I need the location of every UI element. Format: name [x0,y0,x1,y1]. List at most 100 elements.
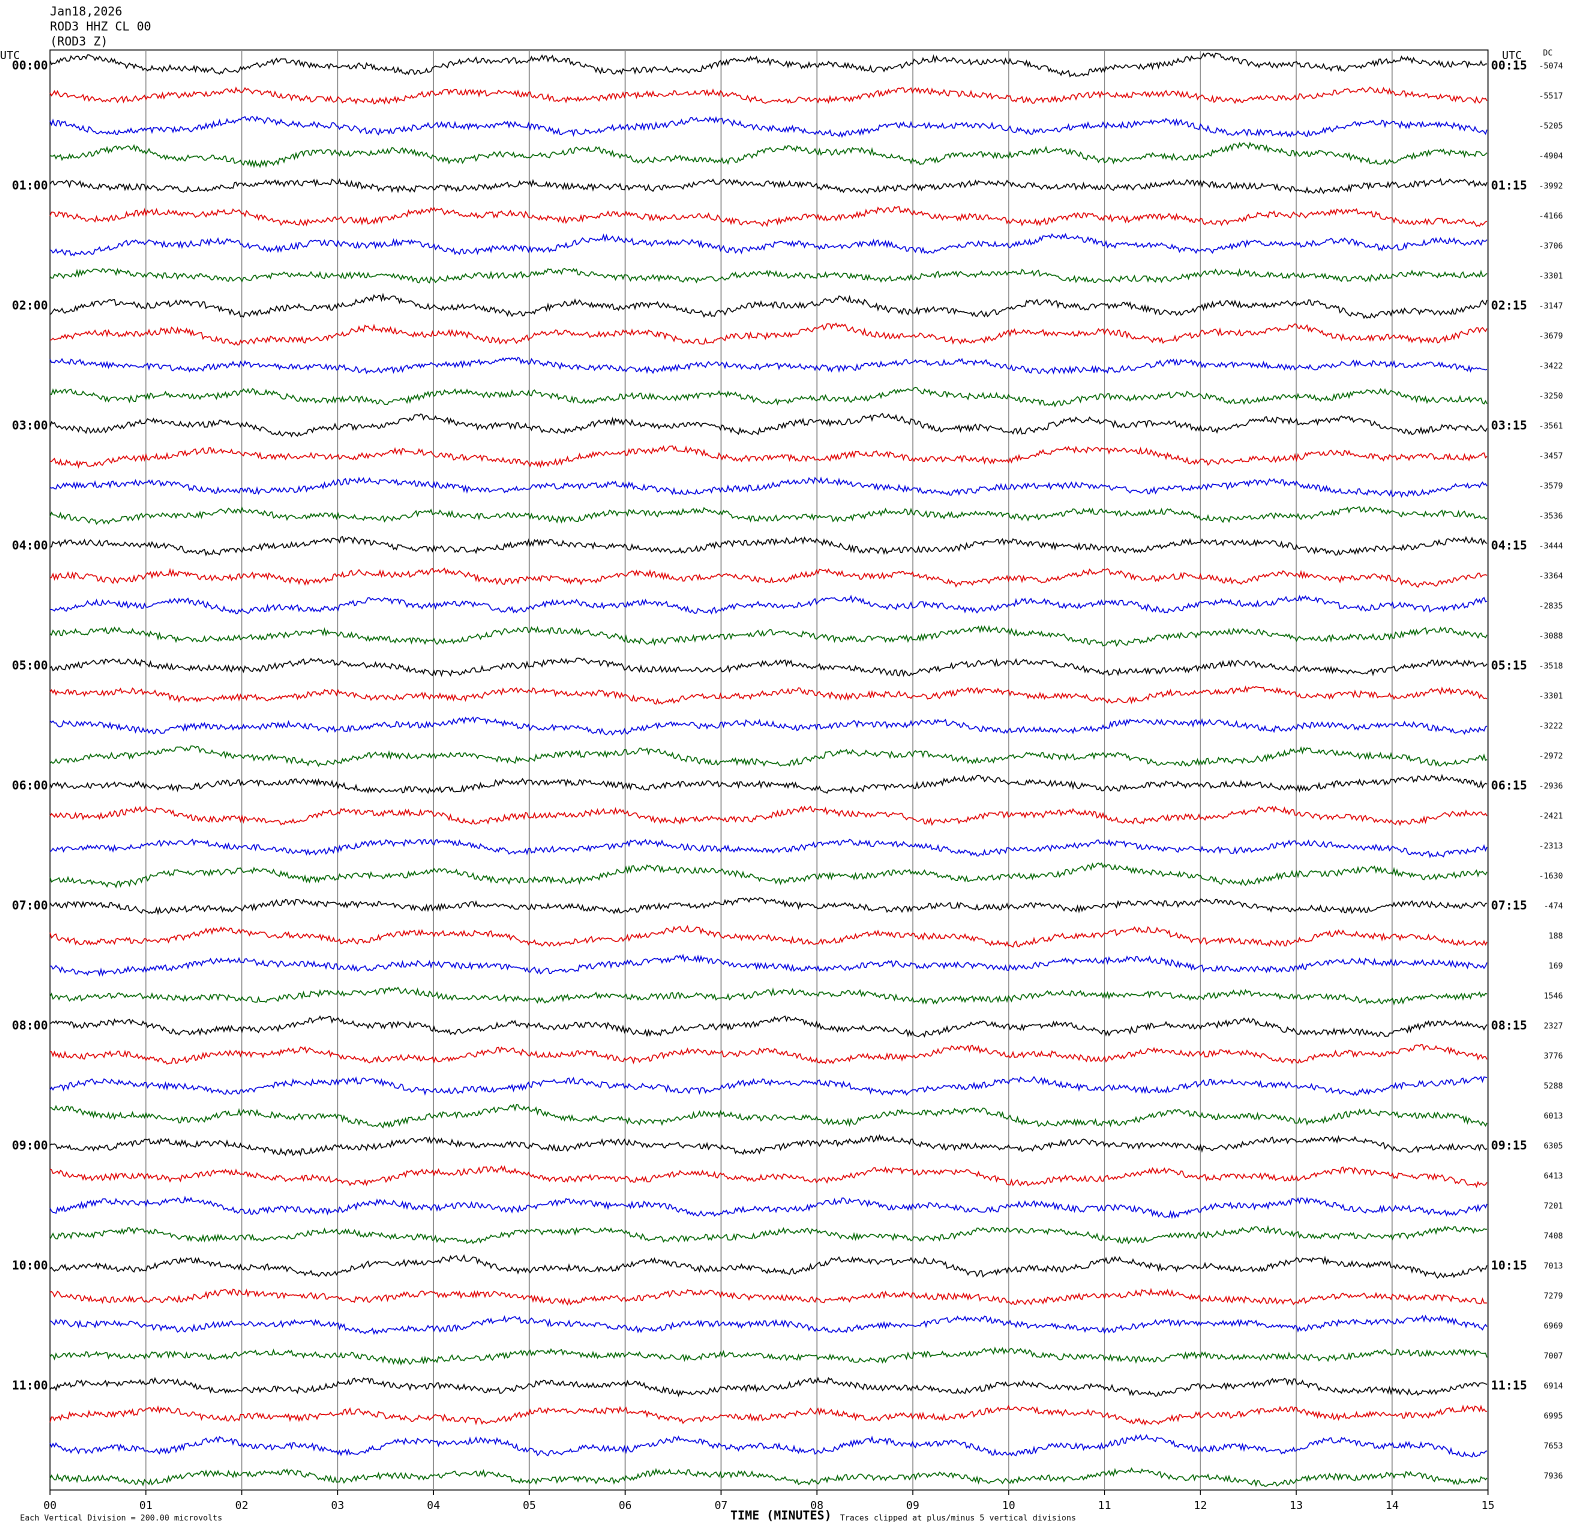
trace [49,206,1488,228]
x-tick-label: 13 [1290,1499,1303,1512]
trace [49,476,1488,499]
dc-value: 6413 [1544,1172,1563,1181]
dc-value: -3222 [1539,722,1563,731]
trace [49,177,1488,195]
trace [49,1133,1488,1157]
dc-value: 7408 [1544,1232,1563,1241]
right-time-label: 05:15 [1491,659,1527,673]
dc-value: 6013 [1544,1112,1563,1121]
dc-value: -5205 [1539,122,1563,131]
dc-value: 6969 [1544,1322,1563,1331]
left-time-label: 03:00 [12,419,48,433]
dc-value: -2313 [1539,842,1563,851]
channel: (ROD3 Z) [50,35,108,49]
right-time-label: 02:15 [1491,299,1527,313]
trace [49,862,1488,889]
trace [49,1254,1488,1279]
dc-value: 188 [1549,932,1564,941]
dc-value: -3088 [1539,632,1563,641]
x-tick-label: 01 [139,1499,152,1512]
left-time-label: 11:00 [12,1379,48,1393]
dc-value: 6914 [1544,1382,1563,1391]
right-time-label: 08:15 [1491,1019,1527,1033]
trace [49,624,1488,647]
dc-value: -3301 [1539,692,1563,701]
dc-value: -3147 [1539,302,1563,311]
left-time-label: 04:00 [12,539,48,553]
dc-value: -3250 [1539,392,1563,401]
trace [49,924,1488,948]
trace [49,535,1488,557]
trace [49,1346,1488,1366]
trace [49,1287,1488,1306]
dc-value: 1546 [1544,992,1563,1001]
left-time-label: 01:00 [12,179,48,193]
trace [49,1043,1488,1065]
trace [49,1165,1488,1189]
station: ROD3 HHZ CL 00 [50,20,151,34]
trace [49,657,1488,678]
x-tick-label: 02 [235,1499,248,1512]
trace [49,1075,1488,1096]
trace [49,594,1488,615]
trace [49,716,1488,736]
dc-value: -1630 [1539,872,1563,881]
right-time-label: 01:15 [1491,179,1527,193]
x-tick-label: 14 [1386,1499,1400,1512]
dc-value: -2972 [1539,752,1563,761]
dc-value: 5288 [1544,1082,1563,1091]
dc-value: -3579 [1539,482,1563,491]
trace [49,685,1488,705]
dc-value: -3422 [1539,362,1563,371]
dc-value: 7007 [1544,1352,1563,1361]
right-time-label: 04:15 [1491,539,1527,553]
date: Jan18,2026 [50,5,122,19]
trace [49,745,1488,768]
dc-value: -3536 [1539,512,1563,521]
trace [49,1015,1488,1038]
x-tick-label: 08 [810,1499,823,1512]
x-tick-label: 10 [1002,1499,1015,1512]
left-time-label: 06:00 [12,779,48,793]
right-time-label: 00:15 [1491,59,1527,73]
x-tick-label: 03 [331,1499,344,1512]
dc-value: -474 [1544,902,1563,911]
trace [49,1376,1488,1398]
trace [49,953,1488,977]
left-time-label: 05:00 [12,659,48,673]
trace [49,986,1488,1006]
left-time-label: 00:00 [12,59,48,73]
right-time-label: 10:15 [1491,1259,1527,1273]
trace [49,232,1488,257]
dc-value: -3444 [1539,542,1563,551]
clip-note: Traces clipped at plus/minus 5 vertical … [840,1514,1076,1523]
trace [49,1467,1488,1488]
right-time-label: 11:15 [1491,1379,1527,1393]
trace [49,773,1488,795]
plot-frame [49,49,1489,1491]
dc-value: 7653 [1544,1442,1563,1451]
trace [49,805,1488,827]
trace [49,1434,1488,1458]
dc-value: -3561 [1539,422,1563,431]
dc-value: 6995 [1544,1412,1563,1421]
trace [49,1195,1488,1220]
dc-value: -2835 [1539,602,1563,611]
left-time-label: 08:00 [12,1019,48,1033]
x-tick-label: 04 [427,1499,441,1512]
dc-value: -4166 [1539,212,1563,221]
right-time-label: 07:15 [1491,899,1527,913]
left-time-label: 02:00 [12,299,48,313]
x-tick-label: 09 [906,1499,919,1512]
dc-value: 7936 [1544,1472,1563,1481]
left-time-label: 09:00 [12,1139,48,1153]
dc-value: -5074 [1539,62,1563,71]
trace [49,1103,1488,1129]
trace [49,412,1488,438]
dc-value: 6305 [1544,1142,1563,1151]
trace [49,322,1488,346]
dc-value: -3518 [1539,662,1563,671]
dc-value: -4904 [1539,152,1563,161]
dc-value: 2327 [1544,1022,1563,1031]
trace [49,267,1488,284]
